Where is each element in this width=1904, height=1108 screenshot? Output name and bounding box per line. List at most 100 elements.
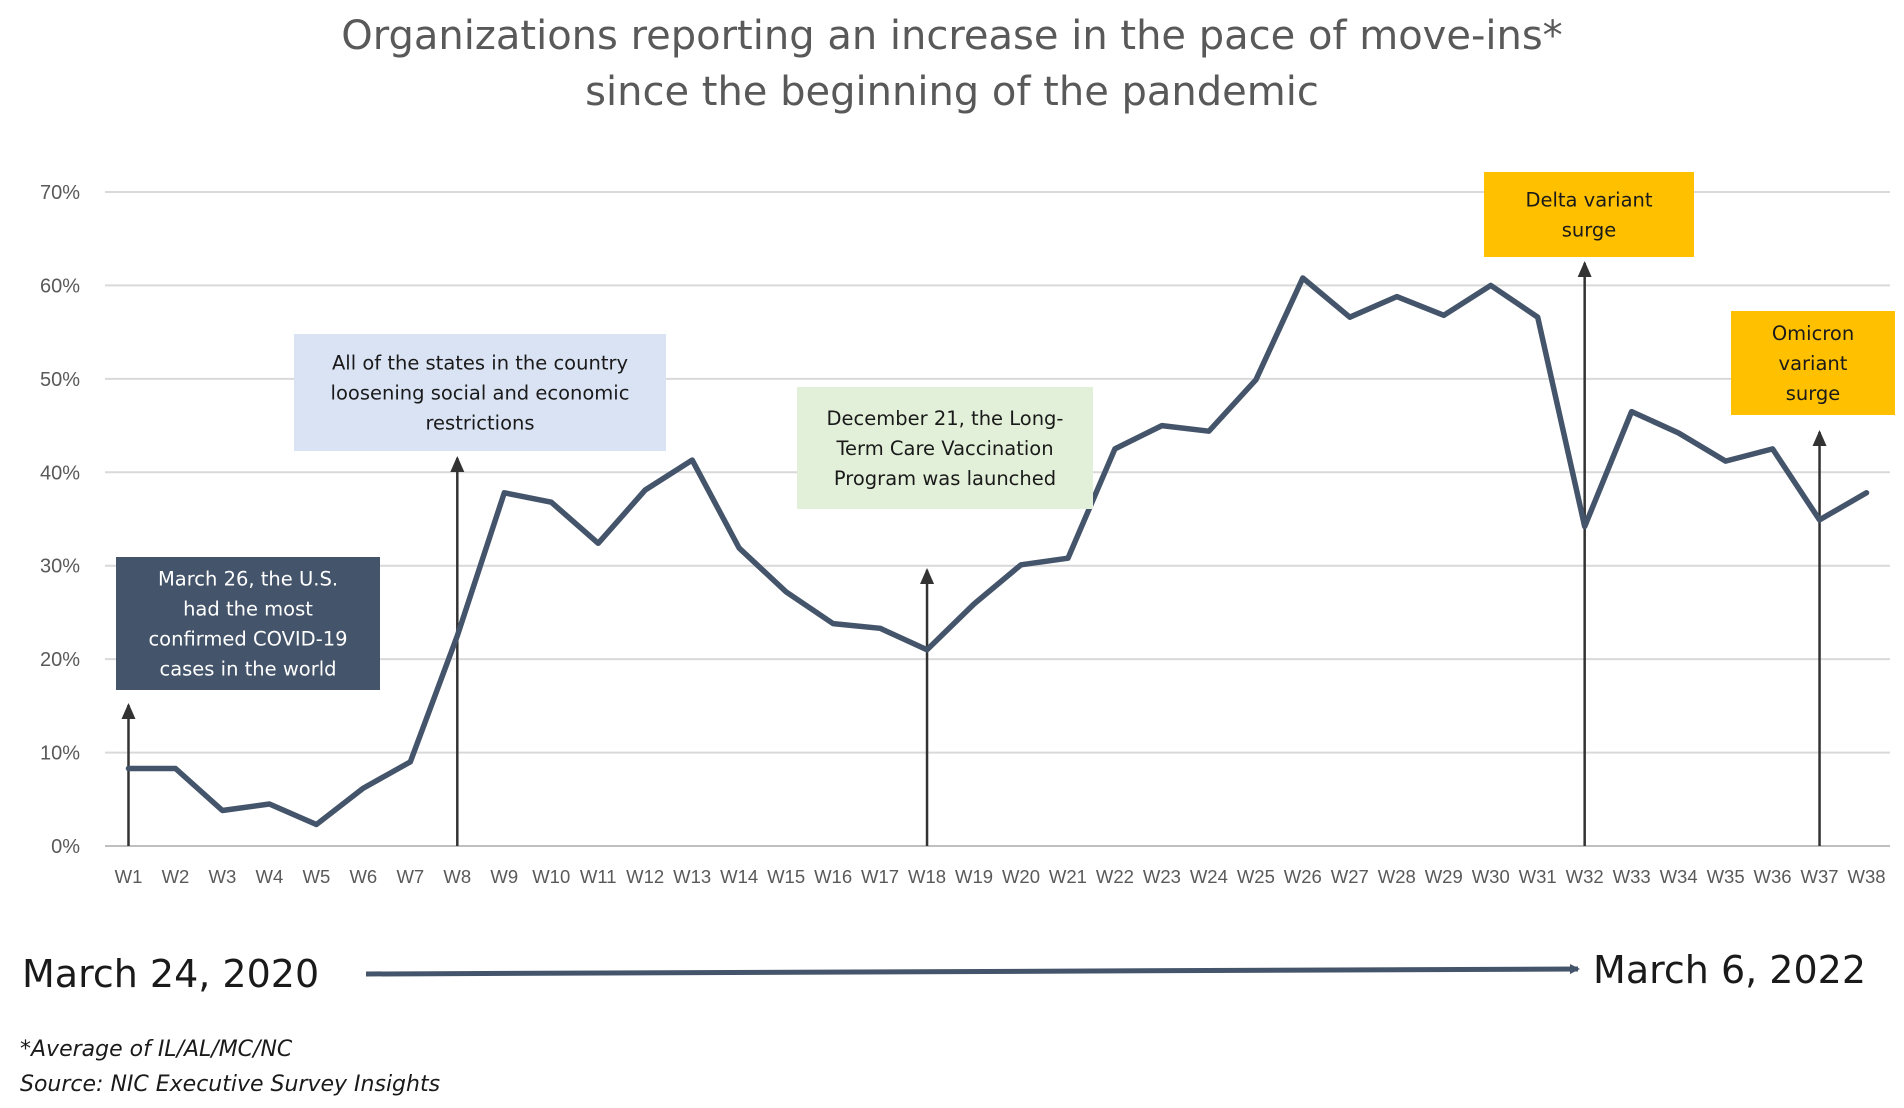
annotation-box: Omicron variant surge: [1731, 311, 1895, 415]
x-tick-label: W35: [1707, 866, 1745, 887]
y-tick-label: 50%: [40, 369, 80, 391]
data-point: [127, 767, 129, 769]
annotation-box-bg: [797, 387, 1093, 509]
data-point: [550, 501, 552, 503]
x-tick-label: W3: [209, 866, 237, 887]
data-point: [1349, 316, 1351, 318]
x-tick-label: W21: [1049, 866, 1087, 887]
data-point: [1584, 525, 1586, 527]
annotation-boxes: March 26, the U.S. had the most confirmed …: [116, 172, 1895, 690]
data-point: [1114, 448, 1116, 450]
x-tick-label: W31: [1519, 866, 1557, 887]
annotation-text-line: All of the states in the country: [332, 352, 628, 375]
x-tick-label: W32: [1566, 866, 1604, 887]
series-line: [125, 275, 1870, 828]
annotation-box: All of the states in the country loosenin…: [294, 334, 666, 451]
data-point: [503, 492, 505, 494]
x-tick-label: W9: [490, 866, 518, 887]
y-tick-label: 60%: [40, 275, 80, 297]
x-tick-label: W18: [908, 866, 946, 887]
x-tick-label: W12: [626, 866, 664, 887]
x-tick-label: W36: [1754, 866, 1792, 887]
data-point: [1866, 492, 1868, 494]
x-tick-label: W37: [1801, 866, 1839, 887]
x-tick-label: W29: [1425, 866, 1463, 887]
x-axis-ticks: W1 W2 W3 W4 W5 W6 W7 W8 W9 W10 W11 W12 W13 W14 W15 W16 W…: [115, 866, 1886, 887]
x-tick-label: W22: [1096, 866, 1134, 887]
data-point: [1537, 316, 1539, 318]
x-tick-label: W20: [1002, 866, 1040, 887]
x-tick-label: W14: [720, 866, 758, 887]
annotation-box-bg: [294, 334, 666, 451]
y-tick-label: 40%: [40, 462, 80, 484]
data-point: [785, 591, 787, 593]
data-point: [1725, 460, 1727, 462]
data-point: [174, 767, 176, 769]
x-tick-label: W16: [814, 866, 852, 887]
x-tick-label: W4: [256, 866, 284, 887]
x-tick-label: W7: [396, 866, 424, 887]
data-point: [1772, 448, 1774, 450]
data-point: [926, 649, 928, 651]
chart-title: Organizations reporting an increase in t…: [0, 8, 1904, 120]
data-point: [268, 803, 270, 805]
annotation-text-line: March 26, the U.S.: [158, 568, 338, 591]
annotation-text-line: surge: [1786, 382, 1841, 405]
annotation-text-line: loosening social and economic: [331, 382, 630, 405]
annotation-text-line: cases in the world: [159, 658, 336, 681]
y-tick-label: 70%: [40, 182, 80, 204]
data-point: [221, 809, 223, 811]
data-point: [1443, 314, 1445, 316]
annotation-text-line: confirmed COVID-19: [148, 628, 347, 651]
data-point: [1208, 430, 1210, 432]
annotation-box: March 26, the U.S. had the most confirmed …: [116, 557, 380, 690]
x-tick-label: W27: [1331, 866, 1369, 887]
data-point: [409, 761, 411, 763]
annotation-text-line: Delta variant: [1525, 189, 1652, 212]
timeline-end-date: March 6, 2022: [1593, 948, 1866, 992]
x-tick-label: W2: [162, 866, 190, 887]
annotation-text-line: December 21, the Long-: [827, 407, 1064, 430]
data-point: [1819, 519, 1821, 521]
data-point: [1067, 557, 1069, 559]
data-point: [1631, 411, 1633, 413]
x-tick-label: W25: [1237, 866, 1275, 887]
x-tick-label: W8: [443, 866, 471, 887]
x-tick-label: W17: [861, 866, 899, 887]
timeline-start-date: March 24, 2020: [22, 952, 320, 996]
data-point: [362, 787, 364, 789]
y-tick-label: 20%: [40, 649, 80, 671]
y-axis-ticks: 0% 10% 20% 30% 40% 50% 60% 70%: [40, 182, 80, 858]
x-tick-label: W28: [1378, 866, 1416, 887]
data-point: [1161, 425, 1163, 427]
data-point: [644, 489, 646, 491]
x-tick-label: W19: [955, 866, 993, 887]
annotation-box-bg: [1484, 172, 1694, 257]
x-tick-label: W33: [1613, 866, 1651, 887]
x-tick-label: W23: [1143, 866, 1181, 887]
data-point: [1302, 277, 1304, 279]
annotation-text-line: surge: [1562, 219, 1617, 242]
annotation-box-bg: [116, 557, 380, 690]
data-point: [973, 603, 975, 605]
source-note: Source: NIC Executive Survey Insights: [20, 1072, 441, 1097]
annotation-box-bg: [1731, 311, 1895, 415]
x-tick-label: W26: [1284, 866, 1322, 887]
annotation-text-line: variant: [1779, 352, 1848, 375]
data-point: [456, 635, 458, 637]
data-point: [832, 623, 834, 625]
annotation-text-line: Term Care Vaccination: [835, 437, 1053, 460]
x-tick-label: W6: [349, 866, 377, 887]
data-point: [1255, 379, 1257, 381]
timeline-arrow: [365, 964, 1580, 977]
y-tick-label: 10%: [40, 743, 80, 765]
annotation-text-line: Program was launched: [834, 467, 1056, 490]
series-line-layer: [125, 275, 1870, 828]
data-point: [1396, 296, 1398, 298]
annotation-box: December 21, the Long- Term Care Vaccinat…: [797, 387, 1093, 509]
data-point: [1020, 564, 1022, 566]
data-point: [597, 542, 599, 544]
x-tick-label: W11: [580, 866, 617, 887]
x-tick-label: W38: [1847, 866, 1885, 887]
x-tick-label: W5: [303, 866, 331, 887]
